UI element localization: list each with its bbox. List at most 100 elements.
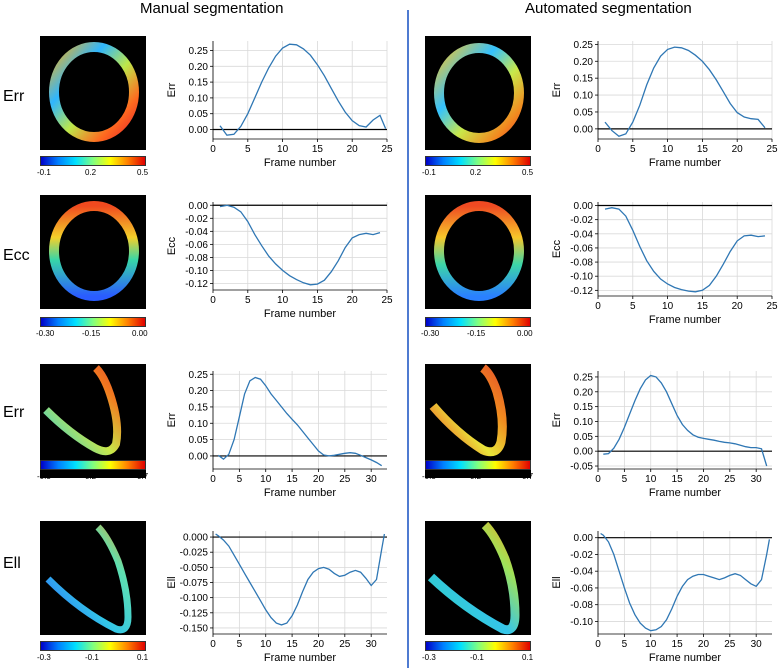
cbar-tick: -0.15 xyxy=(467,329,486,338)
y-tick-label: -0.10 xyxy=(185,266,208,277)
y-tick-label: 0.25 xyxy=(574,372,594,383)
strain-map-manual-1 xyxy=(40,36,146,150)
x-tick-label: 20 xyxy=(698,639,710,650)
x-tick-label: 20 xyxy=(732,144,744,155)
y-tick-label: 0.15 xyxy=(189,78,209,89)
colorbar-auto-2 xyxy=(425,317,531,327)
series-line xyxy=(217,376,383,467)
cbar-tick: 0.5 xyxy=(137,168,149,177)
y-tick-label: -0.150 xyxy=(180,623,209,634)
y-tick-label: 0.20 xyxy=(189,386,209,397)
y-tick-label: 0.00 xyxy=(574,124,594,135)
x-tick-label: 0 xyxy=(210,639,216,650)
x-tick-label: 0 xyxy=(595,639,601,650)
y-tick-label: 0.20 xyxy=(574,57,594,68)
x-tick-label: 25 xyxy=(339,639,351,650)
strain-map-auto-1 xyxy=(425,36,531,150)
x-tick-label: 15 xyxy=(672,474,684,485)
automated-segmentation-title: Automated segmentation xyxy=(525,0,692,17)
cbar-tick: -0.15 xyxy=(82,329,101,338)
x-tick-label: 10 xyxy=(645,639,657,650)
y-tick-label: -0.125 xyxy=(180,608,209,619)
x-tick-label: 5 xyxy=(622,474,628,485)
cbar-tick: 0.00 xyxy=(517,329,533,338)
cbar-tick: -0.1 xyxy=(37,168,51,177)
colorbar-auto-3 xyxy=(425,460,531,470)
y-tick-label: -0.04 xyxy=(570,567,593,578)
plot-manual-ell: 0 5 10 15 20 25 30 0.000 -0.025 -0.050 -0.075 -0.10… xyxy=(166,531,387,664)
plot-manual-err-2: 0 5 10 15 20 25 30 0.00 0.05 0.10 0.15 0.20 0.25 Fram… xyxy=(166,370,387,499)
cbar-tick: 0.1 xyxy=(137,653,149,662)
x-axis-label: Frame number xyxy=(649,487,721,499)
x-tick-label: 25 xyxy=(381,295,393,306)
y-axis-label: Ecc xyxy=(551,239,563,258)
x-tick-label: 20 xyxy=(698,474,710,485)
strain-map-auto-3 xyxy=(425,364,531,478)
strain-map-auto-2 xyxy=(425,195,531,309)
y-tick-label: -0.050 xyxy=(180,563,209,574)
x-tick-label: 15 xyxy=(672,639,684,650)
y-tick-label: 0.05 xyxy=(189,435,209,446)
x-tick-label: 25 xyxy=(766,301,778,312)
y-tick-label: 0.10 xyxy=(189,419,209,430)
x-tick-label: 15 xyxy=(697,144,709,155)
y-axis-label: Ell xyxy=(551,576,563,588)
y-tick-label: 0.00 xyxy=(189,451,209,462)
y-tick-label: -0.12 xyxy=(185,279,208,290)
x-tick-label: 0 xyxy=(595,474,601,485)
y-axis-label: Ecc xyxy=(166,236,178,255)
y-tick-label: -0.025 xyxy=(180,548,209,559)
x-tick-label: 20 xyxy=(347,144,359,155)
y-tick-label: 0.05 xyxy=(189,109,209,120)
plot-auto-ecc: 0 5 10 15 20 25 0.00 -0.02 -0.04 -0.06 -0.08 -0.10 -… xyxy=(551,201,778,326)
x-tick-label: 15 xyxy=(312,144,324,155)
x-axis-label: Frame number xyxy=(649,652,721,664)
cbar-tick: 0.2 xyxy=(470,472,482,481)
y-tick-label: -0.05 xyxy=(570,462,593,473)
cbar-tick: -0.30 xyxy=(36,329,55,338)
x-tick-label: 10 xyxy=(260,474,272,485)
series-line xyxy=(604,207,766,293)
x-tick-label: 10 xyxy=(277,144,289,155)
x-tick-label: 25 xyxy=(766,144,778,155)
y-tick-label: 0.05 xyxy=(574,432,594,443)
y-tick-label: 0.20 xyxy=(189,62,209,73)
plot-manual-ecc: 0 5 10 15 20 25 0.00 -0.02 -0.04 -0.06 -0.08 -0.10 -… xyxy=(166,201,393,320)
row-label-1: Err xyxy=(3,88,25,105)
x-tick-label: 5 xyxy=(630,144,636,155)
y-tick-label: -0.08 xyxy=(570,600,593,611)
y-tick-label: -0.10 xyxy=(570,272,593,283)
x-tick-label: 5 xyxy=(630,301,636,312)
x-axis-label: Frame number xyxy=(649,157,721,169)
cbar-tick: 0.7 xyxy=(522,472,534,481)
series-line xyxy=(215,533,386,626)
plot-manual-err-1: 0 5 10 15 20 25 0.00 0.05 0.10 0.15 0.20 0.25 Frame … xyxy=(166,41,393,169)
colorbar-manual-4 xyxy=(40,641,146,651)
x-tick-label: 20 xyxy=(732,301,744,312)
cbar-tick: -0.1 xyxy=(422,168,436,177)
y-tick-label: 0.25 xyxy=(189,370,209,381)
x-tick-label: 30 xyxy=(366,474,378,485)
x-tick-label: 0 xyxy=(595,144,601,155)
x-tick-label: 30 xyxy=(366,639,378,650)
x-axis-label: Frame number xyxy=(264,652,336,664)
cbar-tick: -0.3 xyxy=(422,472,436,481)
series-line xyxy=(604,46,766,138)
cbar-tick: 0.00 xyxy=(132,329,148,338)
cbar-tick: 0.2 xyxy=(470,168,482,177)
strain-map-auto-4 xyxy=(425,521,531,635)
y-axis-label: Ell xyxy=(166,576,178,588)
y-tick-label: -0.100 xyxy=(180,593,209,604)
x-tick-label: 15 xyxy=(287,639,299,650)
y-tick-label: 0.25 xyxy=(189,46,209,57)
x-tick-label: 15 xyxy=(312,295,324,306)
x-tick-label: 20 xyxy=(313,639,325,650)
plot-auto-err-2: 0 5 10 15 20 25 30 -0.05 0.00 0.05 0.10 0.15 0.20 0.2… xyxy=(551,371,772,499)
x-tick-label: 20 xyxy=(347,295,359,306)
x-tick-label: 5 xyxy=(245,144,251,155)
y-tick-label: 0.00 xyxy=(574,447,594,458)
x-tick-label: 15 xyxy=(697,301,709,312)
y-tick-label: -0.075 xyxy=(180,578,209,589)
x-tick-label: 0 xyxy=(595,301,601,312)
y-axis-label: Err xyxy=(551,412,563,427)
